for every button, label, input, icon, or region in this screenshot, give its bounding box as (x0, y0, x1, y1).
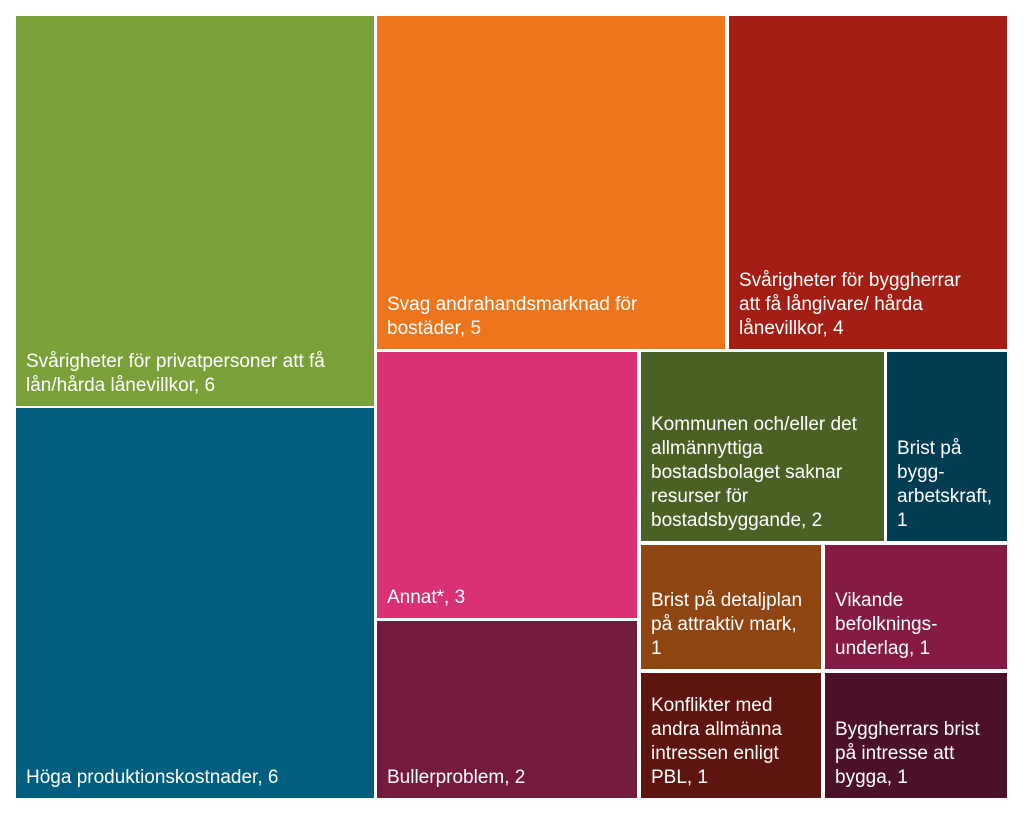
treemap-tile-label: Brist på detaljplan på attraktiv mark, 1 (651, 590, 803, 659)
treemap-tile-label: Konflikter med andra allmänna intressen … (651, 695, 782, 788)
treemap-tile-label: Höga produktionskostnader, 6 (26, 767, 279, 788)
treemap-tile-label: Vikande befolknings- underlag, 1 (835, 590, 938, 659)
treemap-tile-label: Svårigheter för byggherrar att få långiv… (739, 270, 961, 339)
treemap-tile: Vikande befolknings- underlag, 1 (825, 545, 1007, 669)
treemap-tile: Brist på bygg- arbetskraft, 1 (887, 352, 1007, 541)
treemap-tile: Kommunen och/eller det allmännyttiga bos… (641, 352, 884, 541)
treemap-tile: Konflikter med andra allmänna intressen … (641, 673, 821, 798)
treemap-tile: Annat*, 3 (377, 352, 637, 618)
treemap-tile: Bullerproblem, 2 (377, 621, 637, 798)
treemap-tile: Brist på detaljplan på attraktiv mark, 1 (641, 545, 821, 669)
treemap-tile-label: Byggherrars brist på intresse att bygga,… (835, 719, 980, 788)
treemap-tile: Höga produktionskostnader, 6 (16, 408, 374, 798)
treemap-tile-label: Svårigheter för privatpersoner att få lå… (26, 351, 325, 396)
treemap-tile: Svag andrahandsmarknad för bostäder, 5 (377, 16, 725, 349)
treemap-tile-label: Kommunen och/eller det allmännyttiga bos… (651, 414, 857, 531)
treemap-tile-label: Bullerproblem, 2 (387, 767, 526, 788)
treemap-tile-label: Svag andrahandsmarknad för bostäder, 5 (387, 294, 638, 339)
treemap-tile-label: Brist på bygg- arbetskraft, 1 (897, 438, 993, 531)
treemap-tile: Byggherrars brist på intresse att bygga,… (825, 673, 1007, 798)
treemap-tile: Svårigheter för byggherrar att få långiv… (729, 16, 1007, 349)
treemap-tile: Svårigheter för privatpersoner att få lå… (16, 16, 374, 406)
treemap-tile-label: Annat*, 3 (387, 587, 466, 608)
